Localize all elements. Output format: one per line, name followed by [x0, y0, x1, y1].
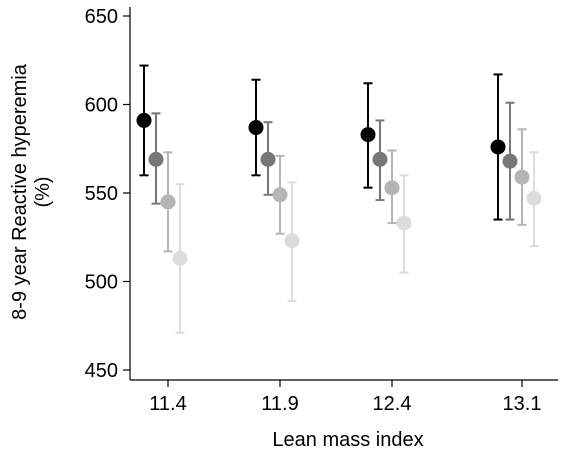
data-point [160, 194, 176, 210]
data-point [396, 215, 412, 231]
y-tick-label: 500 [85, 272, 118, 294]
series-layer [136, 64, 542, 334]
y-axis-title: 8-9 year Reactive hyperemia (%) [9, 63, 54, 320]
data-point [260, 151, 276, 167]
axes [129, 7, 558, 381]
data-point [360, 127, 376, 143]
series-4 [172, 151, 542, 334]
x-tick-label: 13.1 [503, 393, 542, 415]
y-ticks: 450 500 550 600 650 [85, 6, 130, 382]
data-point [272, 187, 288, 203]
y-axis-title-line-1: 8-9 year Reactive hyperemia [9, 63, 31, 320]
x-ticks: 11.4 11.9 12.4 13.1 [149, 380, 541, 415]
series-3 [160, 128, 530, 253]
data-point [136, 112, 152, 128]
data-point [148, 151, 164, 167]
y-tick-label: 450 [85, 360, 118, 382]
data-point [502, 153, 518, 169]
x-axis-title: Lean mass index [272, 429, 423, 450]
data-point [172, 250, 188, 266]
x-tick-label: 11.9 [261, 393, 298, 415]
series-1 [136, 64, 506, 221]
y-tick-label: 600 [85, 95, 118, 117]
data-point [248, 120, 264, 136]
y-tick-label: 550 [85, 183, 118, 205]
x-tick-label: 11.4 [149, 393, 186, 415]
series-2 [148, 101, 518, 221]
y-axis-title-line-2: (%) [32, 176, 54, 207]
data-point [372, 151, 388, 167]
data-point [514, 169, 530, 185]
data-point [284, 233, 300, 249]
x-tick-label: 12.4 [373, 393, 412, 415]
data-point [490, 139, 506, 155]
data-point [526, 190, 542, 206]
data-point [384, 180, 400, 196]
y-tick-label: 650 [85, 6, 118, 28]
